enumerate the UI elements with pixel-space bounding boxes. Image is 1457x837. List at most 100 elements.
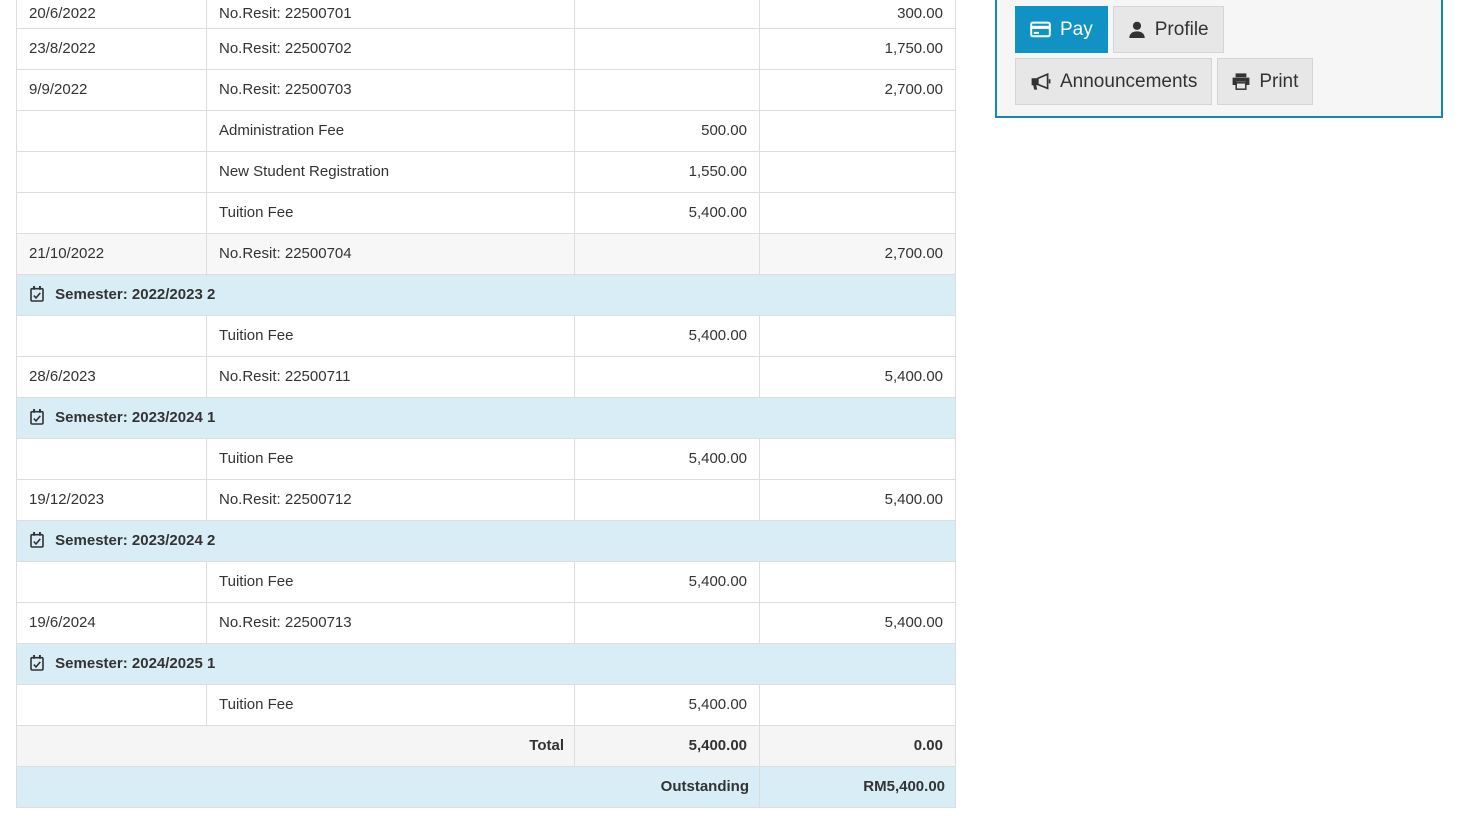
date-cell: [16, 109, 207, 152]
description-cell: No.Resit: 22500702: [206, 27, 575, 70]
description-cell: Tuition Fee: [206, 560, 575, 603]
fee-row: 19/12/2023 No.Resit: 22500712 5,400.00: [16, 478, 956, 521]
profile-button-label: Profile: [1154, 19, 1209, 40]
actions-panel: Pay Profile Announcements: [995, 0, 1443, 118]
total-label: Total: [16, 724, 575, 767]
printer-icon: [1232, 73, 1250, 90]
calendar-check-icon: [30, 409, 44, 425]
semester-header-row: Semester: 2022/2023 2: [16, 273, 956, 316]
description-cell: No.Resit: 22500701: [206, 0, 575, 29]
charge-cell: [574, 0, 760, 29]
total-row: Total 5,400.00 0.00: [16, 724, 956, 767]
charge-cell: [574, 355, 760, 398]
charge-cell: 500.00: [574, 109, 760, 152]
description-cell: Administration Fee: [206, 109, 575, 152]
date-cell: [16, 314, 207, 357]
announcements-button-label: Announcements: [1060, 71, 1198, 92]
fee-row: Tuition Fee 5,400.00: [16, 314, 956, 357]
payment-cell: 5,400.00: [759, 478, 956, 521]
payment-cell: 2,700.00: [759, 232, 956, 275]
date-cell: 19/12/2023: [16, 478, 207, 521]
payment-cell: 1,750.00: [759, 27, 956, 70]
charge-cell: [574, 478, 760, 521]
outstanding-row: Outstanding RM5,400.00: [16, 765, 956, 808]
charge-cell: [574, 27, 760, 70]
outstanding-amount: RM5,400.00: [759, 765, 956, 808]
description-cell: No.Resit: 22500711: [206, 355, 575, 398]
fee-row: Tuition Fee 5,400.00: [16, 683, 956, 726]
actions-button-group: Pay Profile Announcements: [1015, 6, 1423, 105]
fee-row: 20/6/2022 No.Resit: 22500701 300.00: [16, 0, 956, 29]
fee-row: Tuition Fee 5,400.00: [16, 191, 956, 234]
fee-statement: 20/6/2022 No.Resit: 22500701 300.00 23/8/20…: [16, 0, 956, 808]
fee-row: 23/8/2022 No.Resit: 22500702 1,750.00: [16, 27, 956, 70]
charge-cell: [574, 68, 760, 111]
print-button[interactable]: Print: [1217, 58, 1314, 105]
description-cell: Tuition Fee: [206, 314, 575, 357]
semester-header-cell: Semester: 2023/2024 1: [16, 396, 956, 439]
payment-cell: [759, 437, 956, 480]
description-cell: Tuition Fee: [206, 683, 575, 726]
credit-card-icon: [1030, 21, 1051, 38]
fee-row: Tuition Fee 5,400.00: [16, 560, 956, 603]
fee-statement-table: 20/6/2022 No.Resit: 22500701 300.00 23/8/20…: [16, 0, 956, 808]
fee-row: 28/6/2023 No.Resit: 22500711 5,400.00: [16, 355, 956, 398]
payment-cell: [759, 560, 956, 603]
fee-row: 21/10/2022 No.Resit: 22500704 2,700.00: [16, 232, 956, 275]
calendar-check-icon: [30, 655, 44, 671]
fee-row: 19/6/2024 No.Resit: 22500713 5,400.00: [16, 601, 956, 644]
description-cell: No.Resit: 22500703: [206, 68, 575, 111]
date-cell: 21/10/2022: [16, 232, 207, 275]
date-cell: 20/6/2022: [16, 0, 207, 29]
total-paid: 0.00: [759, 724, 956, 767]
description-cell: No.Resit: 22500704: [206, 232, 575, 275]
announcements-button[interactable]: Announcements: [1015, 58, 1213, 105]
pay-button[interactable]: Pay: [1015, 6, 1108, 53]
semester-label: Semester: 2024/2025 1: [55, 655, 216, 672]
date-cell: [16, 191, 207, 234]
payment-cell: [759, 150, 956, 193]
payment-cell: 300.00: [759, 0, 956, 29]
charge-cell: 5,400.00: [574, 683, 760, 726]
fee-row: 9/9/2022 No.Resit: 22500703 2,700.00: [16, 68, 956, 111]
pay-button-label: Pay: [1060, 19, 1093, 40]
date-cell: [16, 560, 207, 603]
semester-header-row: Semester: 2023/2024 1: [16, 396, 956, 439]
charge-cell: 5,400.00: [574, 314, 760, 357]
date-cell: [16, 150, 207, 193]
calendar-check-icon: [30, 286, 44, 302]
fee-row: New Student Registration 1,550.00: [16, 150, 956, 193]
date-cell: 28/6/2023: [16, 355, 207, 398]
semester-label: Semester: 2022/2023 2: [55, 286, 216, 303]
charge-cell: [574, 232, 760, 275]
profile-button[interactable]: Profile: [1112, 6, 1224, 53]
outstanding-label: Outstanding: [16, 765, 760, 808]
payment-cell: 5,400.00: [759, 355, 956, 398]
semester-header-cell: Semester: 2023/2024 2: [16, 519, 956, 562]
date-cell: 9/9/2022: [16, 68, 207, 111]
calendar-check-icon: [30, 532, 44, 548]
date-cell: 23/8/2022: [16, 27, 207, 70]
description-cell: No.Resit: 22500712: [206, 478, 575, 521]
print-button-label: Print: [1259, 71, 1299, 92]
charge-cell: 1,550.00: [574, 150, 760, 193]
payment-cell: [759, 191, 956, 234]
payment-cell: 2,700.00: [759, 68, 956, 111]
payment-cell: [759, 109, 956, 152]
date-cell: [16, 437, 207, 480]
charge-cell: 5,400.00: [574, 191, 760, 234]
semester-header-cell: Semester: 2024/2025 1: [16, 642, 956, 685]
charge-cell: [574, 601, 760, 644]
payment-cell: [759, 314, 956, 357]
semester-header-row: Semester: 2023/2024 2: [16, 519, 956, 562]
user-icon: [1129, 21, 1145, 38]
semester-header-cell: Semester: 2022/2023 2: [16, 273, 956, 316]
payment-cell: 5,400.00: [759, 601, 956, 644]
fee-row: Tuition Fee 5,400.00: [16, 437, 956, 480]
charge-cell: 5,400.00: [574, 437, 760, 480]
semester-header-row: Semester: 2024/2025 1: [16, 642, 956, 685]
date-cell: 19/6/2024: [16, 601, 207, 644]
megaphone-icon: [1031, 72, 1051, 90]
description-cell: Tuition Fee: [206, 437, 575, 480]
